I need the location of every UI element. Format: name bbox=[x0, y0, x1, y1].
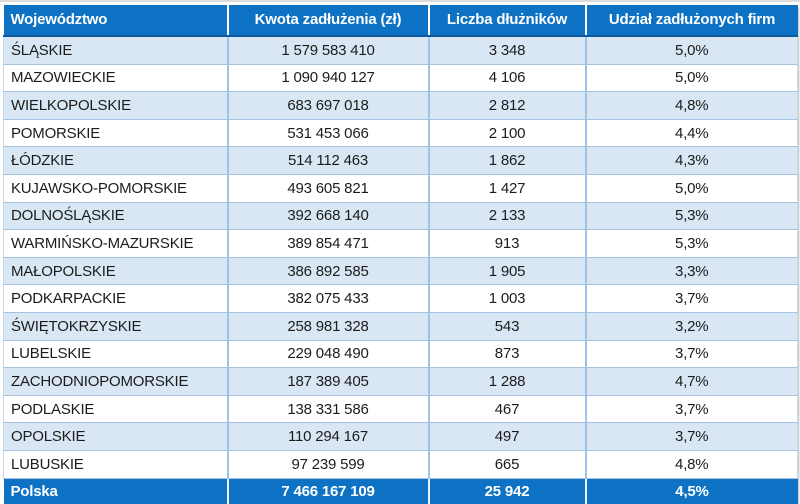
voivodeship-debt-table: Województwo Kwota zadłużenia (zł) Liczba… bbox=[3, 5, 798, 504]
value-cell: 531 453 066 bbox=[226, 119, 429, 148]
column-header-debtor-count: Liczba dłużników bbox=[427, 5, 586, 37]
table-row: ŚWIĘTOKRZYSKIE 258 981 328 543 3,2% bbox=[3, 312, 798, 341]
table-header: Województwo Kwota zadłużenia (zł) Liczba… bbox=[3, 5, 798, 37]
value-cell: 3,3% bbox=[584, 257, 798, 286]
value-cell: 3,2% bbox=[584, 312, 798, 341]
table-row: ZACHODNIOPOMORSKIE 187 389 405 1 288 4,7% bbox=[3, 367, 798, 396]
table-row: LUBUSKIE 97 239 599 665 4,8% bbox=[3, 450, 798, 479]
value-cell: 392 668 140 bbox=[226, 202, 429, 231]
total-label: Polska bbox=[3, 478, 228, 504]
top-divider-line bbox=[0, 0, 800, 2]
voivodeship-name-cell: PODLASKIE bbox=[3, 395, 228, 424]
value-cell: 4,4% bbox=[584, 119, 798, 148]
value-cell: 514 112 463 bbox=[226, 146, 429, 175]
value-cell: 873 bbox=[427, 340, 586, 369]
voivodeship-name-cell: ŚWIĘTOKRZYSKIE bbox=[3, 312, 228, 341]
value-cell: 493 605 821 bbox=[226, 174, 429, 203]
total-indebted-share: 4,5% bbox=[584, 478, 798, 504]
value-cell: 1 288 bbox=[427, 367, 586, 396]
total-debt-amount: 7 466 167 109 bbox=[226, 478, 429, 504]
value-cell: 389 854 471 bbox=[226, 229, 429, 258]
value-cell: 1 862 bbox=[427, 146, 586, 175]
table-row: LUBELSKIE 229 048 490 873 3,7% bbox=[3, 340, 798, 369]
value-cell: 1 905 bbox=[427, 257, 586, 286]
total-debtor-count: 25 942 bbox=[427, 478, 586, 504]
value-cell: 543 bbox=[427, 312, 586, 341]
value-cell: 4,7% bbox=[584, 367, 798, 396]
value-cell: 497 bbox=[427, 422, 586, 451]
table-row: KUJAWSKO-POMORSKIE 493 605 821 1 427 5,0% bbox=[3, 174, 798, 203]
value-cell: 1 427 bbox=[427, 174, 586, 203]
value-cell: 229 048 490 bbox=[226, 340, 429, 369]
table-footer: Polska 7 466 167 109 25 942 4,5% bbox=[3, 478, 798, 504]
voivodeship-name-cell: KUJAWSKO-POMORSKIE bbox=[3, 174, 228, 203]
voivodeship-name-cell: WIELKOPOLSKIE bbox=[3, 91, 228, 120]
value-cell: 2 133 bbox=[427, 202, 586, 231]
header-row: Województwo Kwota zadłużenia (zł) Liczba… bbox=[3, 5, 798, 37]
table-row: POMORSKIE 531 453 066 2 100 4,4% bbox=[3, 119, 798, 148]
voivodeship-name-cell: MAŁOPOLSKIE bbox=[3, 257, 228, 286]
table-row: WARMIŃSKO-MAZURSKIE 389 854 471 913 5,3% bbox=[3, 229, 798, 258]
voivodeship-name-cell: WARMIŃSKO-MAZURSKIE bbox=[3, 229, 228, 258]
table-row: MAZOWIECKIE 1 090 940 127 4 106 5,0% bbox=[3, 64, 798, 93]
value-cell: 5,0% bbox=[584, 36, 798, 65]
value-cell: 683 697 018 bbox=[226, 91, 429, 120]
value-cell: 3,7% bbox=[584, 284, 798, 313]
value-cell: 5,3% bbox=[584, 229, 798, 258]
value-cell: 3,7% bbox=[584, 340, 798, 369]
value-cell: 382 075 433 bbox=[226, 284, 429, 313]
debt-table-container: Województwo Kwota zadłużenia (zł) Liczba… bbox=[3, 5, 798, 504]
value-cell: 4,8% bbox=[584, 450, 798, 479]
voivodeship-name-cell: POMORSKIE bbox=[3, 119, 228, 148]
table-row: PODLASKIE 138 331 586 467 3,7% bbox=[3, 395, 798, 424]
voivodeship-name-cell: LUBELSKIE bbox=[3, 340, 228, 369]
value-cell: 110 294 167 bbox=[226, 422, 429, 451]
value-cell: 665 bbox=[427, 450, 586, 479]
voivodeship-name-cell: LUBUSKIE bbox=[3, 450, 228, 479]
table-row: ŚLĄSKIE 1 579 583 410 3 348 5,0% bbox=[3, 36, 798, 65]
value-cell: 1 003 bbox=[427, 284, 586, 313]
column-header-voivodeship: Województwo bbox=[3, 5, 228, 37]
voivodeship-name-cell: ŁÓDZKIE bbox=[3, 146, 228, 175]
value-cell: 4,3% bbox=[584, 146, 798, 175]
value-cell: 3,7% bbox=[584, 395, 798, 424]
value-cell: 97 239 599 bbox=[226, 450, 429, 479]
table-row: PODKARPACKIE 382 075 433 1 003 3,7% bbox=[3, 284, 798, 313]
value-cell: 913 bbox=[427, 229, 586, 258]
value-cell: 3,7% bbox=[584, 422, 798, 451]
table-body: ŚLĄSKIE 1 579 583 410 3 348 5,0% MAZOWIECKIE… bbox=[3, 36, 798, 479]
table-row: WIELKOPOLSKIE 683 697 018 2 812 4,8% bbox=[3, 91, 798, 120]
value-cell: 5,3% bbox=[584, 202, 798, 231]
voivodeship-name-cell: DOLNOŚLĄSKIE bbox=[3, 202, 228, 231]
voivodeship-name-cell: PODKARPACKIE bbox=[3, 284, 228, 313]
table-row: OPOLSKIE 110 294 167 497 3,7% bbox=[3, 422, 798, 451]
value-cell: 386 892 585 bbox=[226, 257, 429, 286]
total-row: Polska 7 466 167 109 25 942 4,5% bbox=[3, 478, 798, 504]
table-row: DOLNOŚLĄSKIE 392 668 140 2 133 5,3% bbox=[3, 202, 798, 231]
value-cell: 2 100 bbox=[427, 119, 586, 148]
voivodeship-name-cell: MAZOWIECKIE bbox=[3, 64, 228, 93]
value-cell: 5,0% bbox=[584, 64, 798, 93]
value-cell: 2 812 bbox=[427, 91, 586, 120]
voivodeship-name-cell: OPOLSKIE bbox=[3, 422, 228, 451]
value-cell: 1 579 583 410 bbox=[226, 36, 429, 65]
voivodeship-name-cell: ZACHODNIOPOMORSKIE bbox=[3, 367, 228, 396]
table-row: MAŁOPOLSKIE 386 892 585 1 905 3,3% bbox=[3, 257, 798, 286]
value-cell: 467 bbox=[427, 395, 586, 424]
value-cell: 187 389 405 bbox=[226, 367, 429, 396]
column-header-indebted-share: Udział zadłużonych firm bbox=[584, 5, 798, 37]
value-cell: 258 981 328 bbox=[226, 312, 429, 341]
value-cell: 5,0% bbox=[584, 174, 798, 203]
value-cell: 4 106 bbox=[427, 64, 586, 93]
column-header-debt-amount: Kwota zadłużenia (zł) bbox=[226, 5, 429, 37]
value-cell: 1 090 940 127 bbox=[226, 64, 429, 93]
value-cell: 4,8% bbox=[584, 91, 798, 120]
value-cell: 3 348 bbox=[427, 36, 586, 65]
table-row: ŁÓDZKIE 514 112 463 1 862 4,3% bbox=[3, 146, 798, 175]
voivodeship-name-cell: ŚLĄSKIE bbox=[3, 36, 228, 65]
value-cell: 138 331 586 bbox=[226, 395, 429, 424]
